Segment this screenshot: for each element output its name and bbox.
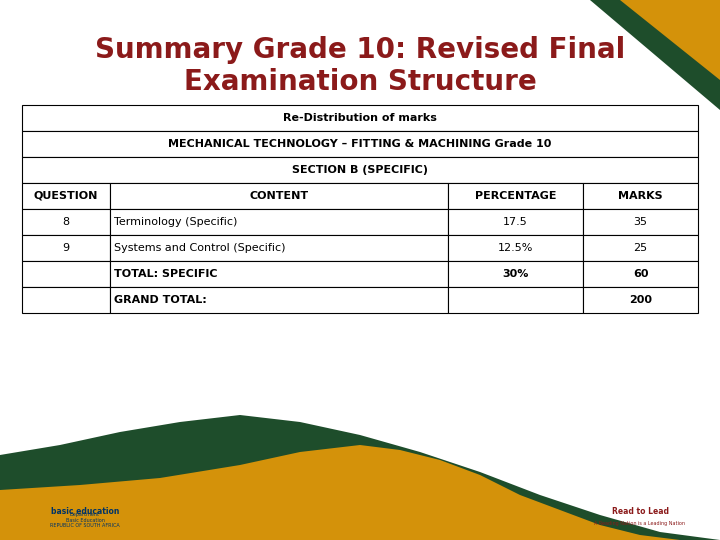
Text: Examination Structure: Examination Structure: [184, 68, 536, 96]
Text: QUESTION: QUESTION: [34, 191, 98, 201]
Polygon shape: [590, 0, 720, 110]
Polygon shape: [0, 445, 720, 540]
Bar: [583, 235, 698, 261]
Text: 30%: 30%: [503, 269, 528, 279]
Polygon shape: [620, 0, 720, 80]
Text: basic education: basic education: [51, 508, 120, 516]
Text: 17.5: 17.5: [503, 217, 528, 227]
Bar: [22, 261, 110, 287]
Text: PERCENTAGE: PERCENTAGE: [474, 191, 557, 201]
Bar: [110, 261, 448, 287]
Bar: [22, 287, 110, 313]
Bar: [110, 209, 448, 235]
Text: Department
Basic Education
REPUBLIC OF SOUTH AFRICA: Department Basic Education REPUBLIC OF S…: [50, 512, 120, 528]
Text: Re-Distribution of marks: Re-Distribution of marks: [283, 113, 437, 123]
Bar: [448, 287, 583, 313]
Bar: [583, 287, 698, 313]
Bar: [22, 105, 698, 131]
Bar: [448, 235, 583, 261]
Bar: [110, 235, 448, 261]
Text: MARKS: MARKS: [618, 191, 663, 201]
Text: A Reading Nation is a Leading Nation: A Reading Nation is a Leading Nation: [595, 522, 685, 526]
Bar: [22, 209, 110, 235]
Text: 25: 25: [634, 243, 647, 253]
Bar: [583, 261, 698, 287]
Text: SECTION B (SPECIFIC): SECTION B (SPECIFIC): [292, 165, 428, 175]
Bar: [110, 287, 448, 313]
Bar: [22, 183, 110, 209]
Text: MECHANICAL TECHNOLOGY – FITTING & MACHINING Grade 10: MECHANICAL TECHNOLOGY – FITTING & MACHIN…: [168, 139, 552, 149]
Bar: [22, 235, 110, 261]
Bar: [583, 209, 698, 235]
Bar: [110, 183, 448, 209]
Bar: [448, 183, 583, 209]
Text: 9: 9: [63, 243, 70, 253]
Text: 60: 60: [633, 269, 648, 279]
Text: 12.5%: 12.5%: [498, 243, 534, 253]
Bar: [22, 157, 698, 183]
Text: 35: 35: [634, 217, 647, 227]
Text: GRAND TOTAL:: GRAND TOTAL:: [114, 295, 207, 305]
Text: 200: 200: [629, 295, 652, 305]
Text: Systems and Control (Specific): Systems and Control (Specific): [114, 243, 285, 253]
Bar: [22, 131, 698, 157]
Bar: [448, 209, 583, 235]
Text: Read to Lead: Read to Lead: [611, 508, 668, 516]
Text: Summary Grade 10: Revised Final: Summary Grade 10: Revised Final: [95, 36, 625, 64]
Bar: [583, 183, 698, 209]
Text: TOTAL: SPECIFIC: TOTAL: SPECIFIC: [114, 269, 217, 279]
Text: CONTENT: CONTENT: [249, 191, 308, 201]
Polygon shape: [0, 415, 720, 540]
Bar: [448, 261, 583, 287]
Text: 8: 8: [63, 217, 70, 227]
Text: Terminology (Specific): Terminology (Specific): [114, 217, 238, 227]
